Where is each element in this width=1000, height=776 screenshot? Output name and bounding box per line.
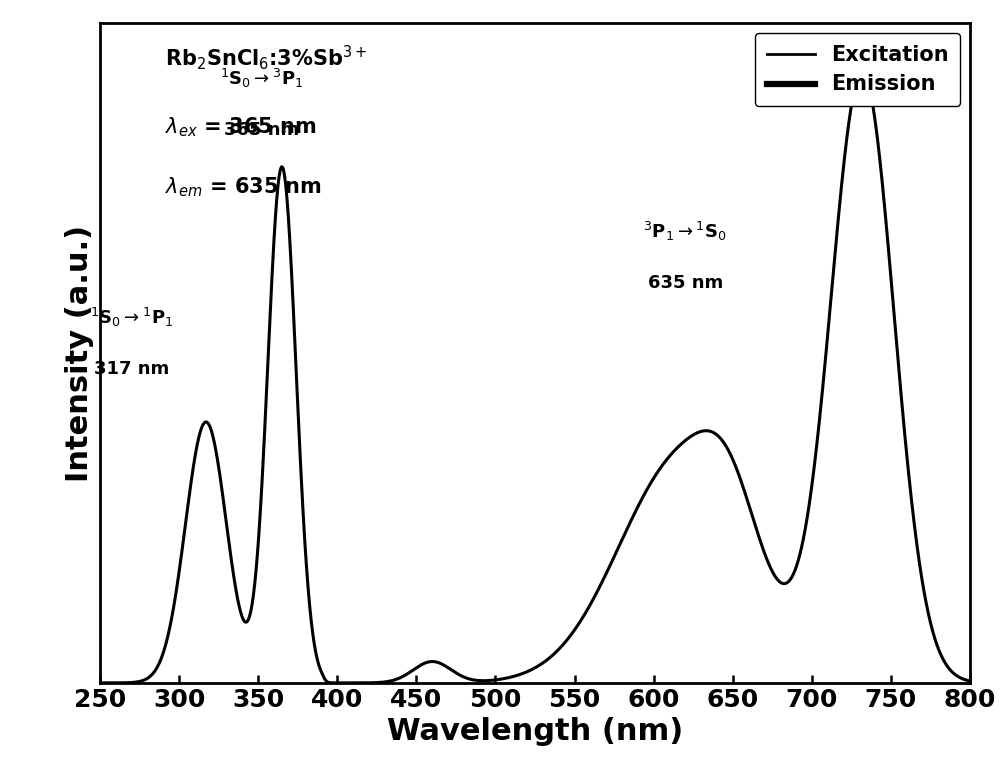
Text: 317 nm: 317 nm <box>94 359 169 377</box>
Text: 732 nm: 732 nm <box>822 71 903 91</box>
Text: $^1$S$_0$$\rightarrow$$^1$P$_1$: $^1$S$_0$$\rightarrow$$^1$P$_1$ <box>90 306 173 329</box>
Text: Rb$_2$SnCl$_6$:3%Sb$^{3+}$: Rb$_2$SnCl$_6$:3%Sb$^{3+}$ <box>165 43 368 72</box>
Text: $\lambda_{ex}$ = 365 nm: $\lambda_{ex}$ = 365 nm <box>165 116 317 139</box>
Text: $^3$P$_1$$\rightarrow$$^1$S$_0$: $^3$P$_1$$\rightarrow$$^1$S$_0$ <box>643 220 727 243</box>
Text: $\lambda_{em}$ = 635 nm: $\lambda_{em}$ = 635 nm <box>165 175 322 199</box>
Legend: Excitation, Emission: Excitation, Emission <box>755 33 960 106</box>
X-axis label: Wavelength (nm): Wavelength (nm) <box>387 717 683 747</box>
Text: 365 nm: 365 nm <box>224 121 299 140</box>
Y-axis label: Intensity (a.u.): Intensity (a.u.) <box>65 224 94 482</box>
Text: 635 nm: 635 nm <box>648 274 723 292</box>
Text: $^1$S$_0$$\rightarrow$$^3$P$_1$: $^1$S$_0$$\rightarrow$$^3$P$_1$ <box>220 68 303 91</box>
